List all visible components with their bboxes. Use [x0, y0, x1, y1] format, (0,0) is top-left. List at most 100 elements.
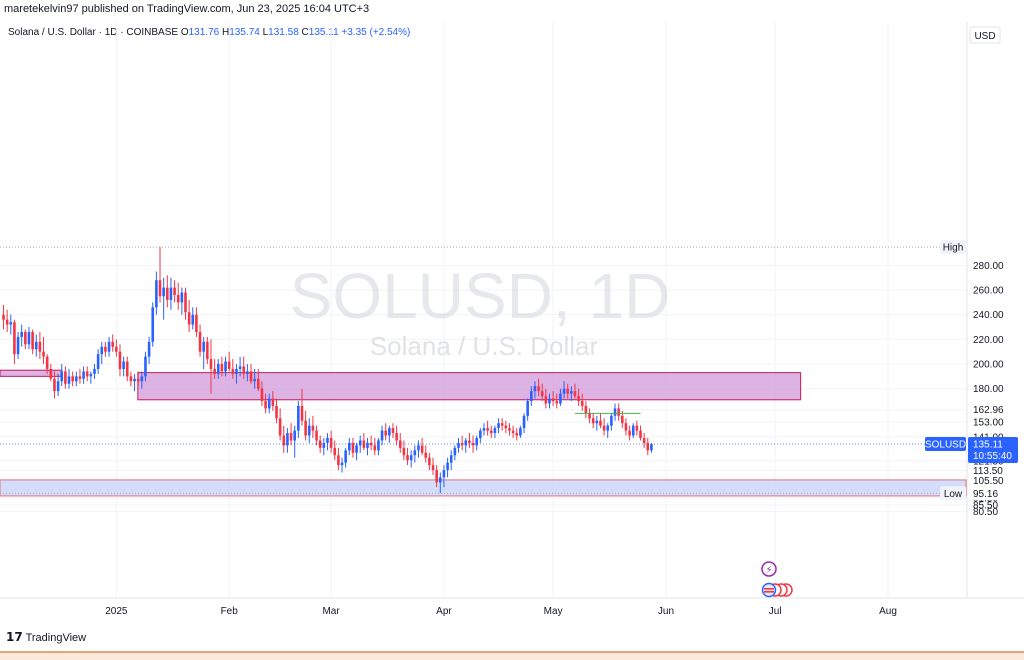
candle[interactable]	[227, 351, 231, 372]
candle[interactable]	[333, 440, 337, 461]
candle[interactable]	[286, 428, 289, 453]
candle[interactable]	[129, 371, 133, 387]
candle[interactable]	[326, 433, 329, 451]
candle[interactable]	[307, 418, 311, 443]
candle[interactable]	[453, 445, 457, 461]
candle[interactable]	[34, 334, 38, 357]
candle[interactable]	[599, 413, 602, 429]
candle[interactable]	[489, 425, 493, 438]
candle[interactable]	[362, 433, 366, 451]
candle[interactable]	[253, 368, 256, 389]
candle[interactable]	[351, 437, 355, 458]
tradingview-branding[interactable]: 𝟭𝟳 TradingView	[6, 630, 86, 644]
candle[interactable]	[9, 314, 13, 335]
candle[interactable]	[646, 437, 650, 456]
candle[interactable]	[318, 435, 322, 453]
candle[interactable]	[479, 428, 482, 443]
candle[interactable]	[242, 356, 246, 379]
candle[interactable]	[544, 388, 548, 409]
candle[interactable]	[2, 304, 5, 330]
candle[interactable]	[369, 435, 373, 451]
candle[interactable]	[304, 410, 307, 441]
candle[interactable]	[559, 388, 562, 406]
candle[interactable]	[377, 437, 380, 456]
candle[interactable]	[31, 329, 34, 355]
candle[interactable]	[64, 366, 67, 389]
candle[interactable]	[158, 246, 162, 303]
candle[interactable]	[275, 398, 278, 424]
candle[interactable]	[220, 356, 224, 377]
candle[interactable]	[180, 287, 184, 315]
candle[interactable]	[82, 366, 85, 384]
candle[interactable]	[42, 336, 45, 365]
candle[interactable]	[475, 435, 478, 451]
candle[interactable]	[577, 388, 580, 406]
candle[interactable]	[176, 282, 180, 310]
candle[interactable]	[16, 331, 20, 360]
candle[interactable]	[235, 364, 238, 384]
candle[interactable]	[195, 307, 198, 337]
candle[interactable]	[267, 393, 271, 414]
candle[interactable]	[216, 359, 220, 379]
candlestick-chart[interactable]: SOLUSD, 1D Solana / U.S. Dollar High Low S…	[0, 0, 1024, 630]
candle[interactable]	[570, 386, 573, 402]
candle[interactable]	[246, 364, 249, 382]
candle[interactable]	[406, 447, 409, 466]
candle[interactable]	[24, 329, 27, 350]
currency-box[interactable]	[969, 26, 1001, 44]
candle[interactable]	[442, 465, 446, 488]
candle[interactable]	[500, 418, 504, 431]
event-icons[interactable]: ⚡	[761, 561, 793, 598]
candle[interactable]	[133, 373, 136, 392]
candle[interactable]	[202, 336, 205, 369]
candle[interactable]	[231, 359, 235, 379]
candle[interactable]	[140, 371, 144, 389]
candle[interactable]	[125, 356, 129, 382]
candle[interactable]	[460, 435, 464, 451]
candle[interactable]	[337, 447, 340, 471]
candle[interactable]	[562, 381, 566, 399]
candle[interactable]	[75, 371, 78, 387]
candle[interactable]	[249, 364, 253, 384]
candle[interactable]	[384, 423, 387, 441]
candle[interactable]	[271, 391, 275, 411]
candle[interactable]	[650, 442, 653, 453]
candle[interactable]	[522, 413, 526, 434]
candle[interactable]	[264, 393, 267, 414]
candle[interactable]	[85, 366, 89, 382]
candle[interactable]	[417, 440, 420, 458]
candle[interactable]	[100, 341, 104, 365]
candle[interactable]	[628, 425, 631, 441]
time-axis[interactable]: 2025 Feb Mar Apr May Jun Jul Aug	[0, 597, 1024, 617]
candle[interactable]	[13, 319, 16, 365]
candle[interactable]	[209, 339, 213, 394]
candle[interactable]	[147, 336, 151, 365]
candle[interactable]	[431, 457, 435, 475]
candle[interactable]	[439, 472, 442, 494]
candle[interactable]	[435, 465, 438, 488]
candle[interactable]	[493, 425, 497, 438]
candle[interactable]	[511, 425, 515, 438]
candle[interactable]	[631, 423, 635, 438]
candle[interactable]	[278, 408, 282, 441]
candle[interactable]	[348, 437, 351, 456]
candle[interactable]	[224, 356, 227, 377]
candle[interactable]	[373, 437, 377, 456]
candle[interactable]	[260, 381, 264, 406]
candle[interactable]	[388, 425, 391, 443]
candle[interactable]	[71, 371, 74, 387]
price-axis[interactable]: 280.00 260.00 240.00 220.00 200.00 180.00 162.…	[966, 22, 1020, 598]
candle[interactable]	[315, 425, 318, 446]
candle[interactable]	[420, 437, 424, 456]
candle[interactable]	[329, 430, 333, 453]
candle[interactable]	[198, 324, 202, 357]
candle[interactable]	[457, 437, 460, 453]
candle[interactable]	[293, 425, 296, 458]
candle[interactable]	[151, 302, 155, 347]
candle[interactable]	[173, 280, 176, 303]
candle[interactable]	[533, 381, 537, 399]
candle[interactable]	[617, 403, 620, 421]
candle[interactable]	[20, 324, 23, 347]
candle[interactable]	[107, 336, 111, 357]
candle[interactable]	[78, 368, 82, 384]
